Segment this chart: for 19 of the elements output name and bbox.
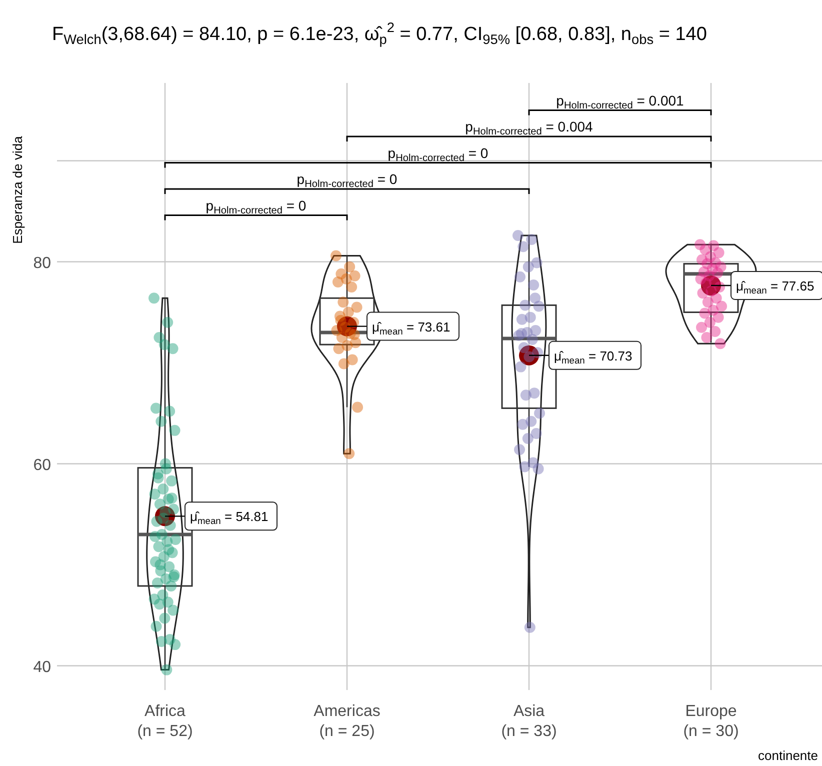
annotation: p$_{Holm-corrected}$ = 0.004 — [465, 118, 594, 138]
y-tick-label: 80 — [33, 254, 52, 272]
annotation: μ̂$_{mean}$ = 77.65 — [736, 278, 814, 296]
x-tick-label: Americas (n = 25) — [314, 703, 380, 740]
y-tick-label: 60 — [33, 456, 52, 474]
x-tick-label: Asia (n = 33) — [501, 703, 557, 740]
chart-title: F$_{Welch}$(3,68.64) = 84.10, p = 6.1e-23, ω̂$_{p}$$^{2}$ = 0.77, CI$_{95%}$ [0.68, 0.83], n$_{obs}$ = 140 — [52, 20, 707, 48]
y-tick-label: 40 — [33, 658, 52, 676]
annotation: p$_{Holm-corrected}$ = 0 — [296, 171, 398, 190]
x-tick-label: Europe (n = 30) — [683, 703, 739, 740]
y-axis-title: Esperanza de vida — [10, 135, 25, 244]
annotation: μ̂$_{mean}$ = 73.61 — [372, 319, 450, 336]
annotation: p$_{Holm-corrected}$ = 0 — [388, 144, 488, 164]
annotation: μ̂$_{mean}$ = 70.73 — [554, 348, 632, 366]
annotation: p$_{Holm-corrected}$ = 0.001 — [556, 92, 684, 112]
annotation: μ̂$_{mean}$ = 54.81 — [190, 509, 268, 526]
annotation: p$_{Holm-corrected}$ = 0 — [206, 197, 306, 216]
x-axis-title: continente — [758, 748, 818, 763]
x-tick-label: Africa (n = 52) — [137, 703, 193, 740]
